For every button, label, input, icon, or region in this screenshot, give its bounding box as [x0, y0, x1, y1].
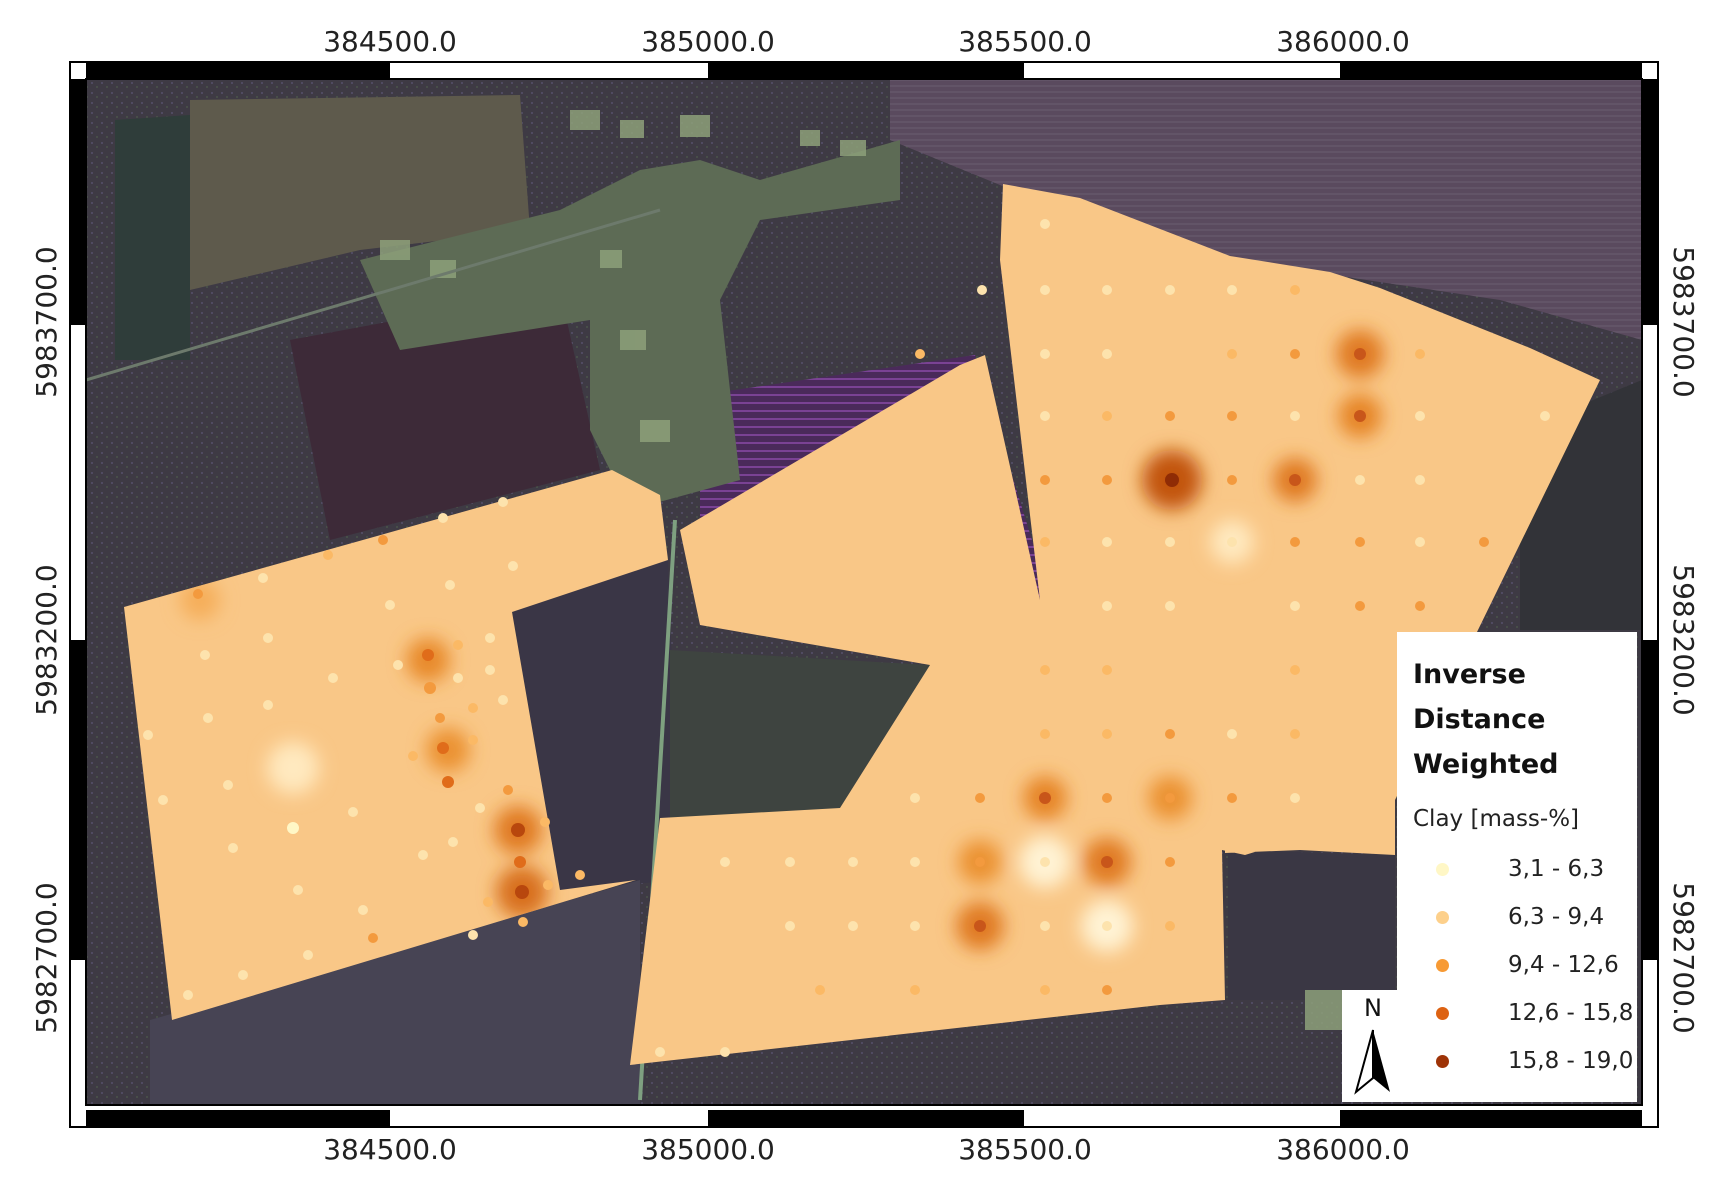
legend: Inverse Distance Weighted Clay [mass-%] …	[1397, 632, 1637, 1102]
axis-bottom-label: 386000.0	[1276, 1133, 1410, 1166]
axis-top-label: 386000.0	[1276, 25, 1410, 58]
axis-top-label: 385500.0	[958, 25, 1092, 58]
legend-label: 3,1 - 6,3	[1508, 856, 1605, 882]
legend-swatch	[1436, 1055, 1449, 1068]
legend-item: 3,1 - 6,3	[1413, 854, 1633, 884]
axis-top-label: 385000.0	[641, 25, 775, 58]
sample-points	[143, 219, 1550, 1057]
legend-swatch	[1436, 911, 1449, 924]
axis-right-label: 5982700.0	[1667, 882, 1700, 1034]
legend-swatch	[1436, 959, 1449, 972]
map-border	[69, 61, 1659, 1128]
field-north-east	[890, 79, 1642, 340]
legend-swatch	[1436, 863, 1449, 876]
axis-top-label: 384500.0	[323, 25, 457, 58]
legend-item: 15,8 - 19,0	[1413, 1046, 1633, 1076]
field-west-dark	[115, 115, 190, 360]
axis-bottom-label: 385000.0	[641, 1133, 775, 1166]
legend-item: 12,6 - 15,8	[1413, 998, 1633, 1028]
legend-label: 15,8 - 19,0	[1508, 1048, 1634, 1074]
field-dark-south	[670, 650, 930, 818]
axis-right-label: 5983200.0	[1667, 564, 1700, 716]
field-purple-west	[290, 290, 600, 540]
legend-subtitle: Clay [mass-%]	[1413, 806, 1580, 832]
village-buildings	[360, 140, 900, 510]
axis-right-label: 5983700.0	[1667, 246, 1700, 398]
field-north-west	[190, 95, 530, 290]
field-south-west	[150, 880, 640, 1105]
field-dark-center	[512, 560, 680, 890]
axis-bottom-label: 385500.0	[958, 1133, 1092, 1166]
legend-swatch	[1436, 1007, 1449, 1020]
axis-left-label: 5982700.0	[30, 882, 63, 1034]
north-letter: N	[1364, 994, 1382, 1022]
axis-left-label: 5983700.0	[30, 246, 63, 398]
axis-bottom-label: 384500.0	[323, 1133, 457, 1166]
north-arrow: N	[1342, 990, 1404, 1102]
north-arrow-icon	[1354, 1029, 1390, 1095]
legend-item: 9,4 - 12,6	[1413, 950, 1633, 980]
axis-left-label: 5983200.0	[30, 564, 63, 716]
legend-label: 9,4 - 12,6	[1508, 952, 1619, 978]
legend-label: 12,6 - 15,8	[1508, 1000, 1634, 1026]
legend-label: 6,3 - 9,4	[1508, 904, 1605, 930]
legend-item: 6,3 - 9,4	[1413, 902, 1633, 932]
legend-title: Inverse Distance Weighted	[1413, 659, 1559, 780]
field-south-east	[1228, 850, 1395, 1000]
